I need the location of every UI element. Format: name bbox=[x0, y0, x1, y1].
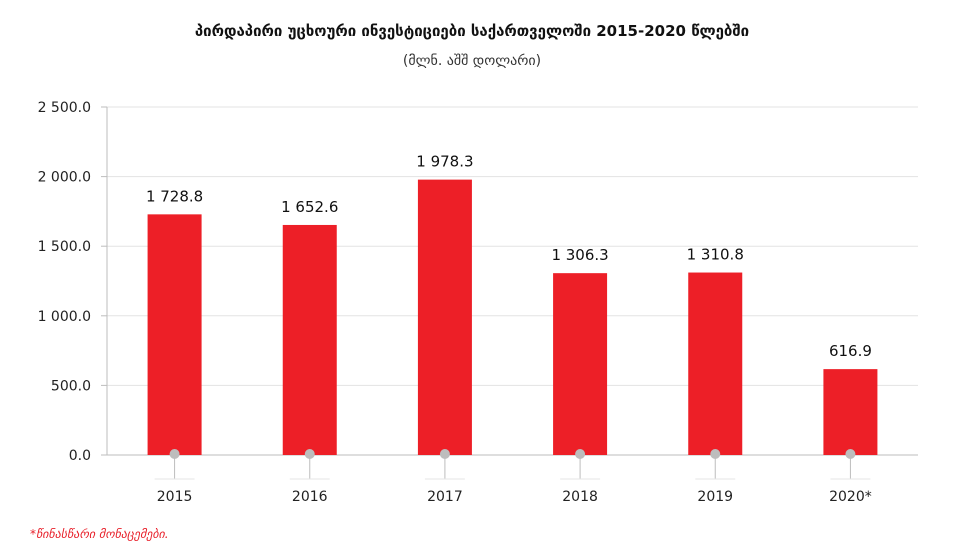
data-label: 1 978.3 bbox=[416, 153, 473, 171]
axis-marker bbox=[304, 449, 315, 459]
x-tick-label: 2018 bbox=[562, 489, 598, 505]
bar bbox=[147, 214, 202, 455]
footnote: *წინასწარი მონაცემები. bbox=[30, 527, 169, 541]
data-label: 1 306.3 bbox=[551, 246, 608, 264]
axis-marker bbox=[439, 449, 450, 459]
x-axis: 2015 2016 2017 2018 2019 2020* bbox=[154, 449, 872, 505]
x-tick-label: 2019 bbox=[697, 489, 733, 505]
y-tick-label: 2 500.0 bbox=[38, 100, 91, 116]
data-label: 1 652.6 bbox=[281, 198, 338, 216]
data-label: 1 310.8 bbox=[687, 246, 744, 264]
bars: 1 728.8 1 652.6 1 978.3 1 306.3 1 310.8 616.9 bbox=[146, 153, 878, 455]
chart-subtitle: (მლნ. აშშ დოლარი) bbox=[403, 52, 541, 69]
x-tick-label: 2016 bbox=[292, 489, 328, 505]
bar bbox=[417, 179, 472, 455]
bar bbox=[553, 273, 608, 455]
axis-marker bbox=[169, 449, 180, 459]
y-axis: 0.0 500.0 1 000.0 1 500.0 2 000.0 2 500.0 bbox=[38, 100, 108, 464]
data-label: 1 728.8 bbox=[146, 187, 203, 205]
bar bbox=[823, 369, 878, 455]
data-label: 616.9 bbox=[829, 342, 872, 360]
axis-marker bbox=[575, 449, 586, 459]
y-tick-label: 2 000.0 bbox=[38, 170, 91, 186]
x-tick-label: 2020* bbox=[829, 489, 872, 505]
y-tick-label: 500.0 bbox=[51, 378, 91, 394]
y-tick-label: 1 000.0 bbox=[38, 309, 91, 325]
bar bbox=[688, 272, 743, 455]
y-tick-label: 0.0 bbox=[69, 448, 91, 464]
bar bbox=[282, 224, 337, 455]
chart-title: პირდაპირი უცხოური ინვესტიციები საქართველ… bbox=[195, 22, 749, 40]
axis-marker bbox=[845, 449, 856, 459]
y-tick-label: 1 500.0 bbox=[38, 239, 91, 255]
x-tick-label: 2015 bbox=[157, 489, 193, 505]
gridlines bbox=[107, 106, 918, 456]
x-tick-label: 2017 bbox=[427, 489, 463, 505]
axis-marker bbox=[710, 449, 721, 459]
